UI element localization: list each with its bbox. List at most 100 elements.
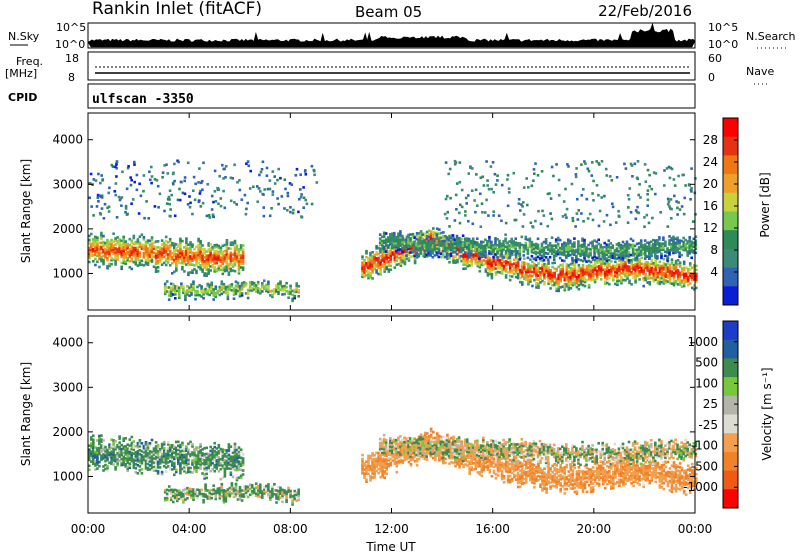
heatmap-cell [401,248,405,252]
heatmap-cell [605,243,609,246]
heatmap-cell [454,193,458,197]
heatmap-cell [498,261,502,264]
heatmap-cell [208,293,211,297]
heatmap-cell [529,266,532,269]
heatmap-cell [172,293,175,296]
heatmap-cell [371,271,374,274]
heatmap-cell [471,243,475,247]
heatmap-cell [213,445,216,449]
heatmap-cell [108,461,111,465]
heatmap-cell [183,256,186,259]
heatmap-cell [465,237,469,240]
heatmap-cell [506,243,509,247]
heatmap-cell [579,271,583,274]
heatmap-cell [523,275,526,279]
heatmap-cell [156,266,160,269]
heatmap-cell [652,271,656,275]
heatmap-cell [545,269,548,272]
heatmap-cell [551,273,554,277]
heatmap-cell [458,221,462,225]
heatmap-cell [206,284,209,288]
heatmap-cell [389,237,392,240]
heatmap-cell [226,297,230,301]
heatmap-cell [637,250,641,253]
heatmap-cell [201,252,204,255]
heatmap-cell [676,213,679,216]
heatmap-cell [459,248,463,252]
heatmap-cell [688,250,691,253]
heatmap-cell [411,248,414,252]
heatmap-cell [193,467,196,471]
heatmap-cell [162,446,166,450]
heatmap-cell [187,470,190,474]
heatmap-cell [174,285,177,288]
heatmap-cell [631,239,635,243]
heatmap-cell [550,217,554,221]
heatmap-cell [397,256,401,260]
heatmap-cell [409,233,412,236]
heatmap-cell [295,290,298,293]
heatmap-cell [385,247,388,251]
heatmap-cell [128,452,132,455]
heatmap-cell [521,267,524,270]
heatmap-cell [548,249,552,253]
heatmap-cell [434,239,437,243]
heatmap-cell [452,259,455,262]
heatmap-cell [455,208,458,211]
heatmap-cell [693,264,696,267]
heatmap-cell [492,246,495,249]
heatmap-cell [221,476,225,480]
heatmap-cell [201,248,204,251]
heatmap-cell [183,469,186,473]
heatmap-cell [581,259,585,263]
heatmap-cell [98,249,101,253]
heatmap-cell [144,449,148,452]
heatmap-cell [610,272,613,275]
heatmap-cell [567,272,571,275]
heatmap-cell [417,236,421,239]
heatmap-cell [656,241,659,244]
heatmap-cell [486,264,490,267]
heatmap-cell [674,271,678,275]
heatmap-cell [256,286,260,290]
heatmap-cell [187,468,190,472]
heatmap-cell [295,286,298,289]
heatmap-cell [102,445,105,448]
heatmap-cell [168,257,172,261]
heatmap-cell [214,287,218,290]
heatmap-cell [110,250,113,254]
heatmap-cell [225,451,229,454]
heatmap-cell [284,187,287,191]
heatmap-cell [108,244,111,248]
heatmap-cell [606,273,609,277]
heatmap-cell [627,243,631,246]
heatmap-cell [693,284,696,287]
heatmap-cell [670,238,673,242]
heatmap-cell [142,246,146,249]
heatmap-cell [183,176,187,179]
heatmap-cell [504,262,508,265]
heatmap-cell [437,243,441,247]
heatmap-cell [285,281,288,285]
heatmap-cell [589,272,593,276]
heatmap-cell [194,297,197,301]
heatmap-cell [650,262,654,266]
heatmap-cell [694,243,698,246]
heatmap-cell [678,275,682,278]
heatmap-cell [110,262,113,266]
heatmap-cell [442,231,445,234]
heatmap-cell [567,286,571,289]
heatmap-cell [88,246,91,250]
heatmap-cell [437,255,441,259]
colorbar-tick-label: 20 [703,177,718,191]
heatmap-cell [213,256,216,259]
heatmap-cell [134,256,138,260]
heatmap-cell [610,274,613,277]
heatmap-cell [413,236,416,240]
heatmap-cell [142,454,146,458]
heatmap-cell [670,266,674,269]
heatmap-cell [500,250,503,254]
heatmap-cell [626,259,629,262]
heatmap-cell [603,274,607,277]
heatmap-cell [96,248,99,252]
